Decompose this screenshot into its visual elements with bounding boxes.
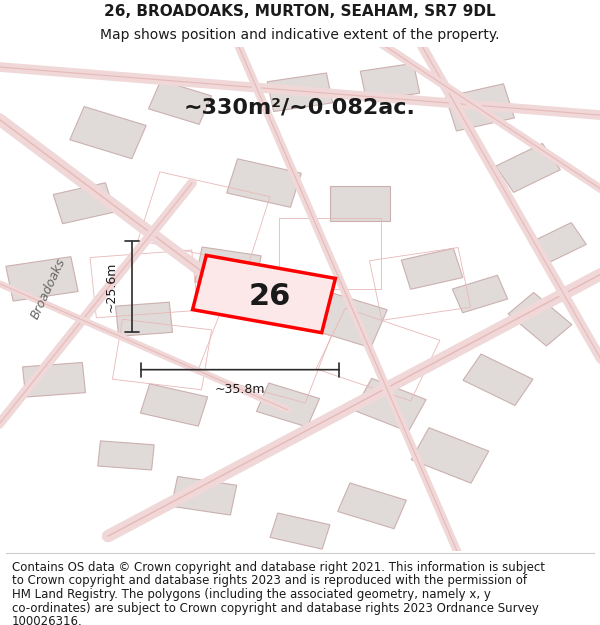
- Polygon shape: [148, 81, 212, 124]
- Text: to Crown copyright and database rights 2023 and is reproduced with the permissio: to Crown copyright and database rights 2…: [12, 574, 527, 588]
- Polygon shape: [463, 354, 533, 406]
- Polygon shape: [172, 476, 236, 515]
- Polygon shape: [268, 73, 332, 111]
- Polygon shape: [330, 186, 390, 221]
- Polygon shape: [401, 248, 463, 289]
- Polygon shape: [508, 292, 572, 346]
- Text: Map shows position and indicative extent of the property.: Map shows position and indicative extent…: [100, 28, 500, 42]
- Polygon shape: [116, 302, 172, 336]
- Polygon shape: [256, 383, 320, 427]
- Text: ~35.8m: ~35.8m: [215, 383, 265, 396]
- Polygon shape: [195, 247, 261, 291]
- Polygon shape: [411, 428, 489, 483]
- Text: co-ordinates) are subject to Crown copyright and database rights 2023 Ordnance S: co-ordinates) are subject to Crown copyr…: [12, 602, 539, 615]
- Polygon shape: [140, 384, 208, 426]
- Polygon shape: [6, 257, 78, 301]
- Text: ~330m²/~0.082ac.: ~330m²/~0.082ac.: [184, 98, 416, 118]
- Polygon shape: [496, 144, 560, 192]
- Polygon shape: [53, 182, 115, 224]
- Polygon shape: [354, 378, 426, 432]
- Text: Broadoaks: Broadoaks: [28, 256, 68, 322]
- Text: HM Land Registry. The polygons (including the associated geometry, namely x, y: HM Land Registry. The polygons (includin…: [12, 588, 491, 601]
- Text: 26: 26: [249, 282, 291, 311]
- Polygon shape: [309, 291, 387, 348]
- Text: ~25.6m: ~25.6m: [104, 261, 118, 312]
- Text: 100026316.: 100026316.: [12, 616, 83, 625]
- Polygon shape: [360, 63, 420, 101]
- Polygon shape: [446, 84, 514, 131]
- Polygon shape: [227, 159, 301, 208]
- Polygon shape: [452, 275, 508, 312]
- Polygon shape: [70, 106, 146, 159]
- Polygon shape: [338, 483, 406, 529]
- Polygon shape: [23, 362, 85, 397]
- Text: 26, BROADOAKS, MURTON, SEAHAM, SR7 9DL: 26, BROADOAKS, MURTON, SEAHAM, SR7 9DL: [104, 4, 496, 19]
- Text: Contains OS data © Crown copyright and database right 2021. This information is : Contains OS data © Crown copyright and d…: [12, 561, 545, 574]
- Polygon shape: [530, 222, 586, 264]
- Polygon shape: [270, 513, 330, 549]
- Polygon shape: [98, 441, 154, 470]
- Polygon shape: [193, 256, 335, 332]
